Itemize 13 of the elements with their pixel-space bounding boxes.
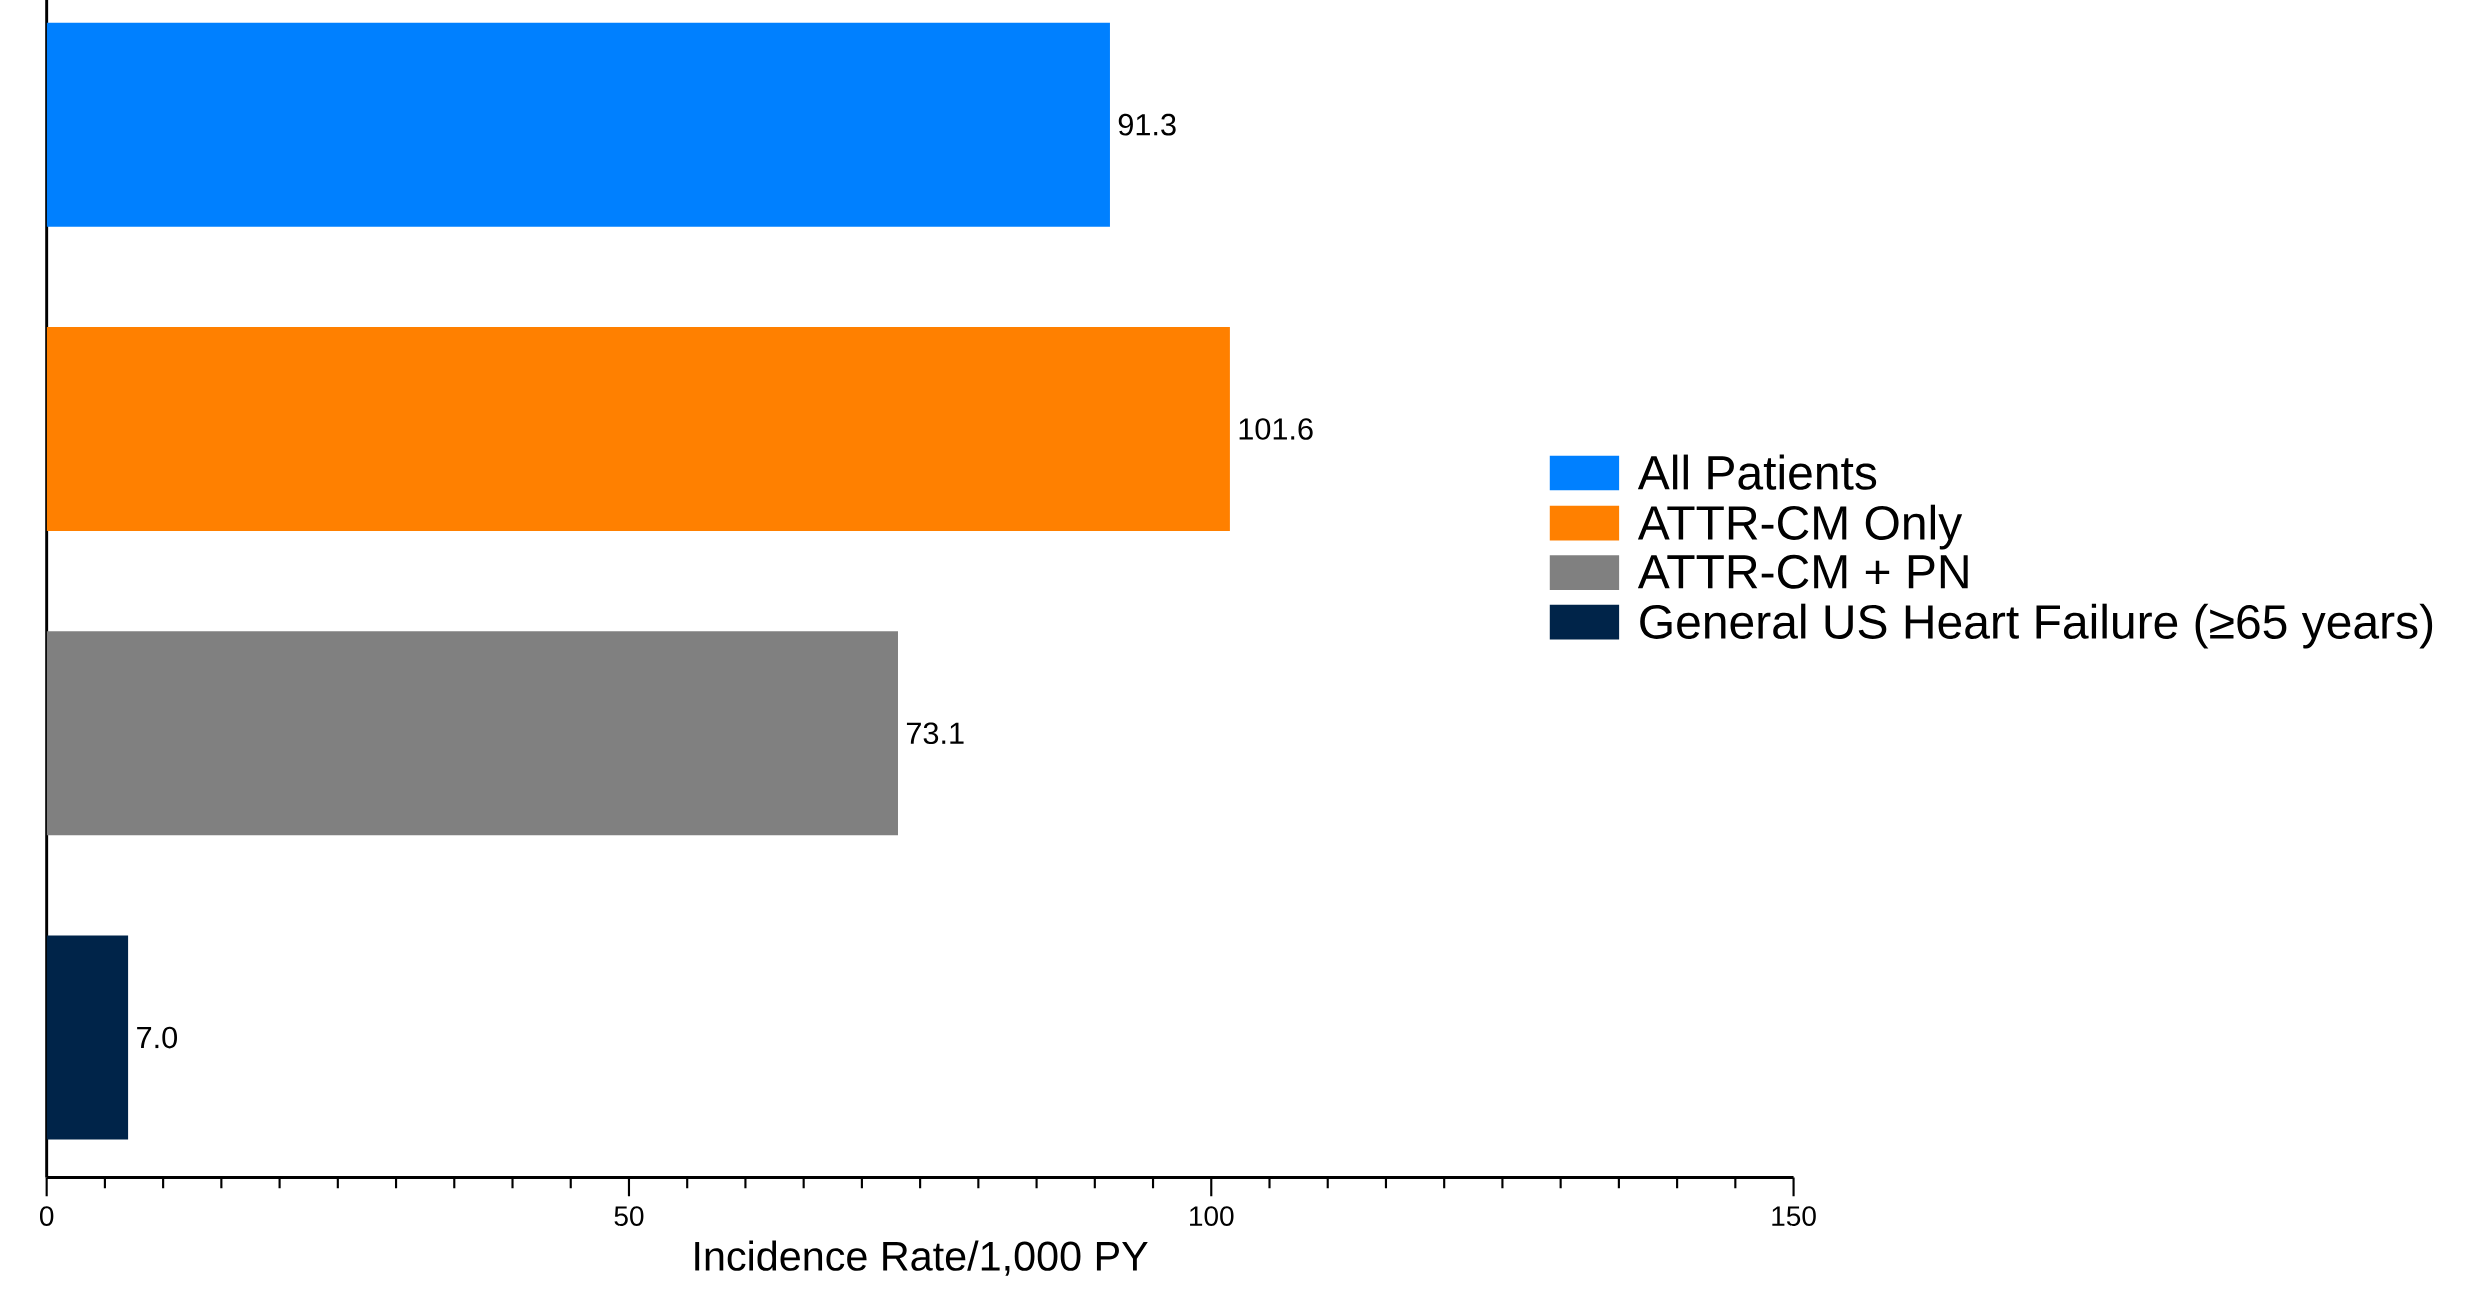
x-tick-label: 50 [614,1206,644,1226]
x-tick-label: 0 [39,1206,54,1226]
data-label: 73.1 [906,722,964,745]
x-tick-label: 100 [1190,1206,1234,1226]
legend-label: ATTR-CM Only [1637,504,1963,550]
data-label: 7.0 [137,1026,178,1049]
x-axis-title: Incidence Rate/1,000 PY [695,1240,1148,1276]
data-label: 91.3 [1118,113,1176,136]
legend-label: ATTR-CM + PN [1637,554,1968,589]
legend-label: All Patients [1637,454,1877,490]
data-label: 101.6 [1239,418,1313,440]
x-tick-label: 150 [1772,1206,1816,1226]
legend-label: General US Heart Failure (≥65 years) [1640,603,2433,649]
